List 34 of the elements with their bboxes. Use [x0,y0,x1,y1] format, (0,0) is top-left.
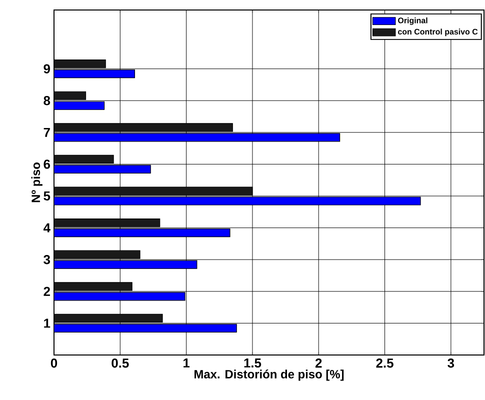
y-tick-label: 5 [44,191,50,201]
x-tick-label: 2.5 [376,358,394,368]
bar [54,324,237,332]
x-tick-label: 3 [448,358,454,368]
x-tick-label: 0 [50,358,58,368]
y-axis-title: Nº piso [31,162,42,202]
bar [54,164,151,174]
y-tick-label: 6 [44,160,50,169]
y-tick-label: 3 [44,255,50,264]
y-tick-label: 9 [44,64,50,74]
bar [54,292,186,301]
bar [54,314,163,323]
bar [54,101,105,110]
x-tick-label: 1 [184,358,190,368]
bar [54,123,233,132]
bar [54,70,136,78]
y-tick-label: 1 [44,318,50,328]
bar [54,91,86,100]
y-tick-label: 7 [44,128,50,137]
bar [54,228,230,238]
y-tick-label: 2 [44,286,50,296]
bar [54,133,340,142]
x-tick-label: 1.5 [244,358,262,368]
bar [54,250,140,259]
bar [54,60,106,68]
y-tick-label: 4 [43,223,50,232]
bar [54,218,160,228]
bar [54,260,198,269]
y-tick-label: 8 [44,96,50,106]
x-tick-label: 0.5 [112,358,129,368]
bar [54,282,132,291]
bar [54,154,114,164]
x-axis-title: Max. Distorión de piso [%] [194,370,344,381]
x-tick-label: 2 [315,358,322,368]
